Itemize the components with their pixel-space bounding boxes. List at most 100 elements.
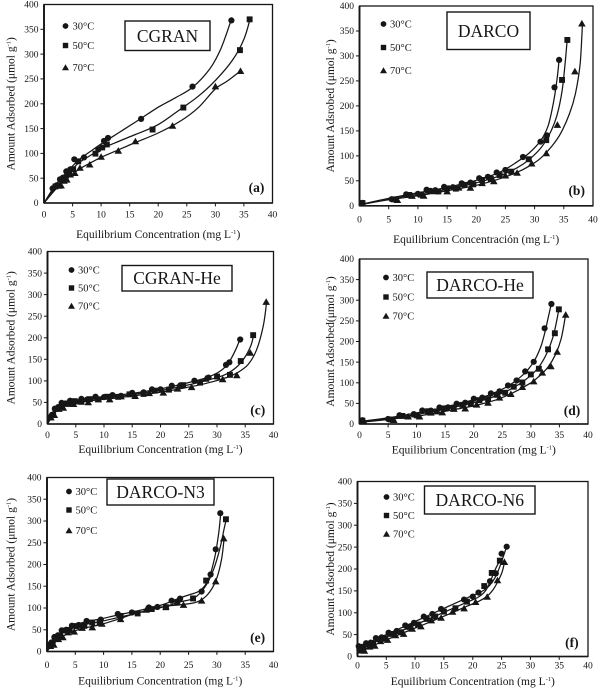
svg-text:100: 100 bbox=[24, 150, 39, 160]
svg-text:CGRAN: CGRAN bbox=[137, 26, 199, 46]
svg-text:30: 30 bbox=[526, 662, 536, 672]
svg-text:400: 400 bbox=[24, 1, 39, 11]
svg-text:10: 10 bbox=[99, 431, 109, 441]
svg-text:250: 250 bbox=[338, 543, 353, 553]
svg-text:0: 0 bbox=[357, 431, 362, 441]
svg-text:(b): (b) bbox=[568, 183, 585, 198]
svg-text:350: 350 bbox=[27, 495, 42, 505]
svg-text:5: 5 bbox=[384, 662, 389, 672]
svg-text:350: 350 bbox=[28, 269, 43, 279]
svg-text:70°C: 70°C bbox=[390, 66, 412, 77]
svg-text:10: 10 bbox=[412, 431, 422, 441]
svg-text:50°C: 50°C bbox=[393, 511, 415, 522]
svg-text:0: 0 bbox=[347, 653, 352, 663]
svg-text:Amount Adsorbed (μmol g-1): Amount Adsorbed (μmol g-1) bbox=[325, 502, 337, 635]
svg-text:0: 0 bbox=[34, 199, 39, 209]
svg-text:250: 250 bbox=[27, 539, 42, 549]
svg-text:200: 200 bbox=[340, 338, 355, 348]
svg-text:30°C: 30°C bbox=[76, 487, 98, 498]
svg-text:25: 25 bbox=[184, 661, 194, 671]
svg-text:100: 100 bbox=[338, 609, 353, 619]
svg-text:5: 5 bbox=[73, 661, 78, 671]
svg-text:70°C: 70°C bbox=[393, 530, 415, 541]
svg-text:(f): (f) bbox=[565, 635, 579, 650]
svg-text:30°C: 30°C bbox=[73, 22, 95, 33]
svg-text:30: 30 bbox=[526, 431, 536, 441]
svg-text:0: 0 bbox=[37, 420, 42, 430]
svg-text:20: 20 bbox=[155, 661, 165, 671]
svg-text:40: 40 bbox=[583, 431, 593, 441]
svg-text:Equilibrium Concentration (mg: Equilibrium Concentration (mg L-1) bbox=[392, 445, 556, 457]
svg-text:20: 20 bbox=[156, 431, 166, 441]
svg-text:50: 50 bbox=[29, 174, 39, 184]
svg-text:35: 35 bbox=[554, 662, 564, 672]
svg-text:35: 35 bbox=[555, 431, 565, 441]
svg-text:0: 0 bbox=[37, 648, 42, 658]
svg-text:5: 5 bbox=[73, 431, 78, 441]
svg-text:10: 10 bbox=[413, 216, 423, 226]
svg-text:20: 20 bbox=[153, 211, 163, 221]
svg-text:10: 10 bbox=[99, 661, 109, 671]
svg-text:40: 40 bbox=[269, 431, 279, 441]
svg-text:250: 250 bbox=[340, 317, 355, 327]
svg-text:150: 150 bbox=[28, 356, 43, 366]
svg-text:70°C: 70°C bbox=[78, 302, 100, 313]
svg-text:100: 100 bbox=[340, 379, 355, 389]
svg-text:5: 5 bbox=[70, 211, 75, 221]
svg-text:20: 20 bbox=[469, 431, 479, 441]
svg-text:50°C: 50°C bbox=[73, 41, 95, 52]
svg-text:DARCO-N3: DARCO-N3 bbox=[116, 482, 205, 502]
svg-text:5: 5 bbox=[386, 431, 391, 441]
svg-text:30: 30 bbox=[212, 661, 222, 671]
svg-text:300: 300 bbox=[338, 522, 353, 532]
svg-text:0: 0 bbox=[45, 431, 50, 441]
svg-text:50: 50 bbox=[345, 177, 355, 187]
svg-text:Amount Adsrobed (μmol g-1): Amount Adsrobed (μmol g-1) bbox=[325, 39, 337, 172]
svg-text:25: 25 bbox=[497, 662, 507, 672]
svg-text:400: 400 bbox=[340, 255, 355, 265]
svg-text:Equilibrium Concentración (mg: Equilibrium Concentración (mg L-1) bbox=[393, 234, 559, 246]
svg-text:Equilibrium Concentration (mg: Equilibrium Concentration (mg L-1) bbox=[78, 444, 242, 456]
svg-text:200: 200 bbox=[24, 100, 39, 110]
svg-text:50: 50 bbox=[32, 626, 42, 636]
svg-text:300: 300 bbox=[24, 50, 39, 60]
svg-text:0: 0 bbox=[349, 202, 354, 212]
svg-text:250: 250 bbox=[340, 77, 355, 87]
svg-text:(a): (a) bbox=[249, 180, 265, 195]
svg-text:10: 10 bbox=[96, 211, 106, 221]
svg-text:200: 200 bbox=[340, 102, 355, 112]
svg-text:70°C: 70°C bbox=[76, 526, 98, 537]
svg-text:150: 150 bbox=[340, 127, 355, 137]
svg-text:30: 30 bbox=[211, 211, 221, 221]
svg-text:100: 100 bbox=[28, 377, 43, 387]
svg-text:50°C: 50°C bbox=[78, 284, 100, 295]
svg-text:35: 35 bbox=[240, 431, 250, 441]
svg-text:300: 300 bbox=[27, 517, 42, 527]
svg-text:0: 0 bbox=[349, 420, 354, 430]
svg-text:(c): (c) bbox=[250, 403, 265, 418]
svg-text:50°C: 50°C bbox=[393, 293, 415, 304]
svg-text:300: 300 bbox=[340, 52, 355, 62]
svg-text:5: 5 bbox=[386, 216, 391, 226]
svg-text:400: 400 bbox=[338, 478, 353, 488]
svg-text:15: 15 bbox=[442, 216, 452, 226]
svg-text:250: 250 bbox=[24, 75, 39, 85]
svg-text:DARCO-N6: DARCO-N6 bbox=[436, 490, 525, 510]
svg-text:15: 15 bbox=[125, 211, 135, 221]
svg-text:15: 15 bbox=[440, 431, 450, 441]
svg-text:300: 300 bbox=[340, 296, 355, 306]
svg-text:35: 35 bbox=[559, 216, 569, 226]
svg-text:15: 15 bbox=[439, 662, 449, 672]
svg-text:DARCO: DARCO bbox=[458, 21, 519, 41]
svg-text:Equilibrium Concentration (mg: Equilibrium Concentration (mg L-1) bbox=[76, 229, 240, 241]
svg-text:350: 350 bbox=[24, 26, 39, 36]
svg-text:10: 10 bbox=[410, 662, 420, 672]
svg-text:200: 200 bbox=[28, 334, 43, 344]
svg-text:35: 35 bbox=[239, 211, 249, 221]
svg-text:50: 50 bbox=[343, 631, 353, 641]
svg-text:30: 30 bbox=[212, 431, 222, 441]
svg-text:25: 25 bbox=[498, 431, 508, 441]
svg-text:400: 400 bbox=[28, 248, 43, 258]
svg-text:40: 40 bbox=[583, 662, 593, 672]
svg-text:150: 150 bbox=[340, 358, 355, 368]
